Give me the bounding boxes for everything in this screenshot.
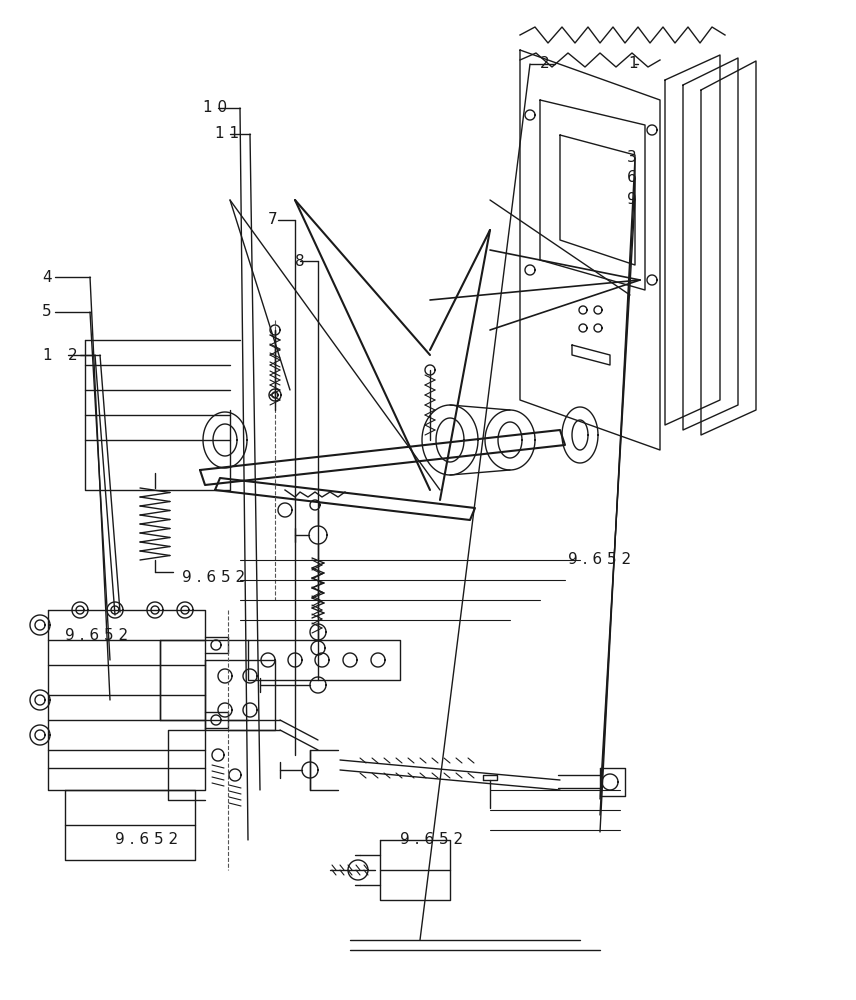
Text: 9 . 6 5 2: 9 . 6 5 2: [182, 570, 245, 585]
Text: 2: 2: [68, 348, 78, 362]
Text: 1: 1: [42, 348, 51, 362]
Text: 1: 1: [628, 56, 638, 72]
Text: 8: 8: [295, 253, 305, 268]
Text: 9 . 6 5 2: 9 . 6 5 2: [400, 832, 463, 848]
Text: 1 0: 1 0: [203, 101, 227, 115]
Text: 9 . 6 5 2: 9 . 6 5 2: [65, 628, 128, 643]
Text: 6: 6: [627, 170, 637, 186]
Text: 9 . 6 5 2: 9 . 6 5 2: [115, 832, 178, 848]
Text: 9 . 6 5 2: 9 . 6 5 2: [568, 552, 631, 568]
Text: 7: 7: [268, 213, 277, 228]
Text: 1 1: 1 1: [215, 126, 239, 141]
Text: 4: 4: [42, 269, 51, 284]
Text: 3: 3: [627, 150, 637, 165]
Text: 2: 2: [540, 56, 550, 72]
Text: 5: 5: [42, 304, 51, 320]
Text: 9: 9: [627, 192, 637, 207]
